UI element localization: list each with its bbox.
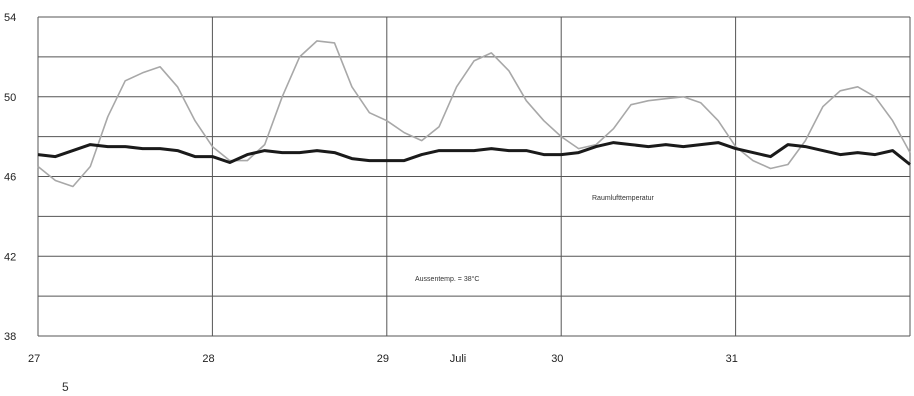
grid-lines	[37, 16, 911, 337]
annotation-outside-temp: Aussentemp. = 38°C	[415, 275, 479, 283]
x-tick-label: 27	[28, 353, 40, 365]
y-tick-label: 50	[4, 92, 16, 104]
y-tick-label: 38	[4, 331, 16, 343]
y-tick-label: 42	[4, 251, 16, 263]
y-tick-label: 46	[4, 172, 16, 184]
x-axis-label: Juli	[450, 353, 467, 365]
x-tick-label: 31	[726, 353, 738, 365]
x-tick-label: 29	[377, 353, 389, 365]
y-tick-label: 54	[4, 12, 16, 24]
series-line-variable-temp	[37, 40, 911, 188]
annotation-room-temp: Raumlufttemperatur	[592, 195, 655, 202]
series-group	[37, 40, 911, 188]
series-line-room-temp	[37, 141, 911, 166]
x-tick-label: 30	[551, 353, 563, 365]
x-tick-label: 28	[202, 353, 214, 365]
page-number: 5	[62, 380, 69, 394]
tick-labels: 38 42 46 50 54 27 28 29 30 31	[4, 12, 738, 365]
